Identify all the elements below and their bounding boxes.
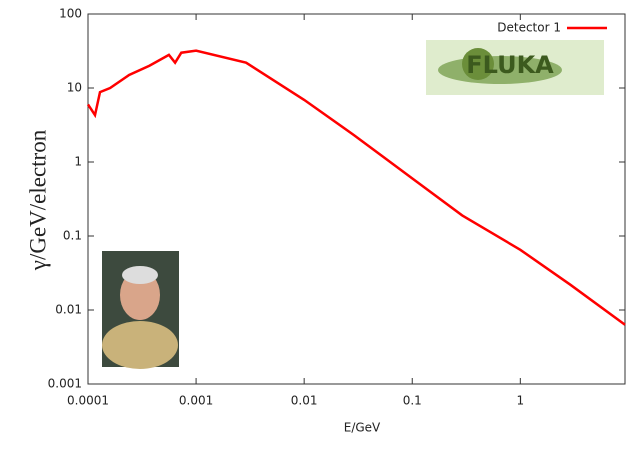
y-tick-label: 0.001 xyxy=(48,377,82,391)
x-tick-label: 0.001 xyxy=(179,394,213,408)
logo: FLUKA xyxy=(426,40,604,95)
x-tick-label: 0.0001 xyxy=(67,394,109,408)
y-tick-label: 0.01 xyxy=(55,303,82,317)
photo-face xyxy=(120,270,160,320)
plot-frame xyxy=(87,13,626,385)
x-tick-label: 0.1 xyxy=(403,394,422,408)
data-line xyxy=(86,49,626,326)
y-tick-label: 0.1 xyxy=(63,229,82,243)
y-axis-label: γ/GeV/electron xyxy=(25,129,50,271)
logo-globe xyxy=(462,48,494,80)
y-tick-label: 10 xyxy=(67,81,82,95)
photo-shirt xyxy=(102,321,178,369)
legend-label: Detector 1 xyxy=(497,21,561,35)
y-tick-label: 1 xyxy=(74,155,82,169)
x-tick-label: 1 xyxy=(517,394,525,408)
y-tick-label: 100 xyxy=(59,7,82,21)
photo-hair xyxy=(122,266,158,284)
photo xyxy=(102,251,179,369)
x-tick-label: 0.01 xyxy=(291,394,318,408)
x-axis-label: E/GeV xyxy=(344,421,381,435)
logo-text: FLUKA xyxy=(466,51,554,79)
